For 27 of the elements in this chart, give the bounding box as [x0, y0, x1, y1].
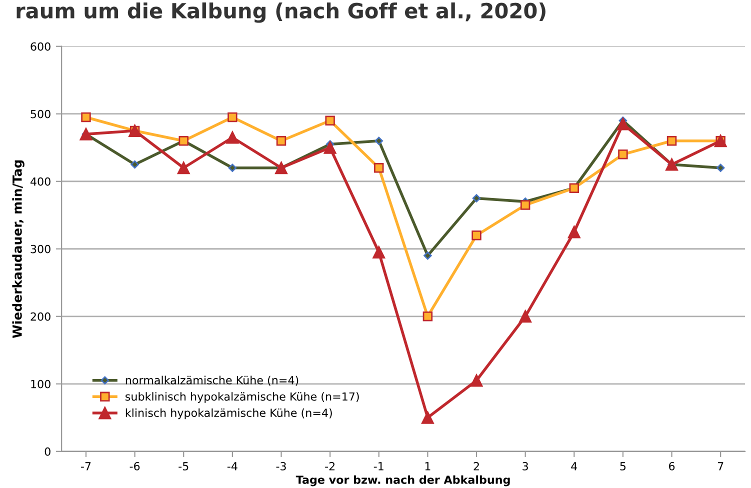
x-tick-label: 5 [620, 462, 626, 470]
y-tick-label: 100 [31, 380, 50, 388]
y-tick-label: 0 [44, 447, 50, 456]
x-tick-label: 7 [718, 462, 724, 470]
x-tick-label: -1 [374, 462, 384, 470]
legend-label: klinisch hypokalzämische Kühe (n=4) [126, 408, 332, 420]
x-axis-title: Tage vor bzw. nach der Abkalbung [296, 475, 510, 486]
x-tick-label: -4 [227, 462, 238, 470]
y-tick-label: 300 [30, 244, 50, 254]
legend-label: subklinisch hypokalzämische Kühe (n=17) [126, 392, 359, 403]
legend-label: normalkalzämische Kühe (n=4) [126, 376, 298, 386]
x-tick-label: -2 [325, 462, 334, 470]
x-tick-label: -3 [276, 462, 286, 470]
x-tick-label: 6 [669, 462, 675, 470]
y-tick-label: 600 [30, 42, 50, 51]
x-tick-label: 2 [474, 462, 479, 470]
x-tick-label: -7 [80, 462, 91, 470]
y-tick-label: 200 [30, 312, 50, 321]
y-tick-label: 400 [30, 177, 50, 186]
x-tick-label: 3 [522, 462, 528, 470]
y-axis-title: Wiederkaudauer, min/Tag [12, 160, 24, 338]
x-tick-label: -6 [130, 462, 140, 470]
x-tick-label: -5 [178, 462, 188, 470]
x-tick-label: 4 [571, 462, 578, 470]
x-tick-label: 1 [425, 462, 430, 470]
y-tick-label: 500 [30, 110, 50, 118]
chart-title: raum um die Kalbung (nach Goff et al., 2020) [16, 2, 546, 23]
